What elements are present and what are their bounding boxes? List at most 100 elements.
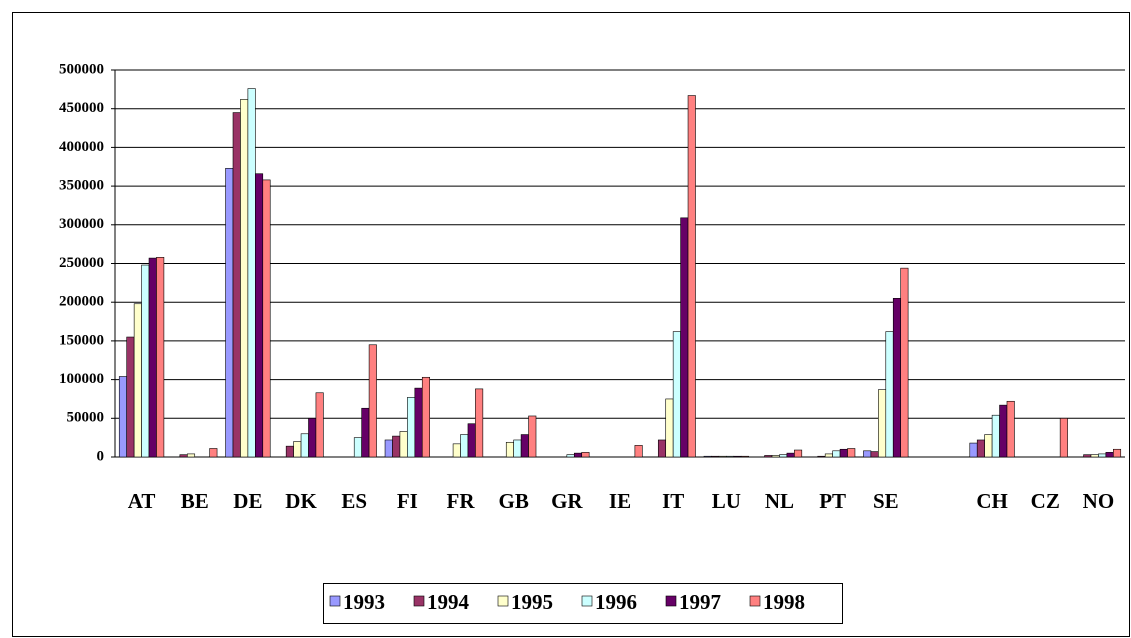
bar <box>460 434 469 458</box>
bar <box>520 434 529 458</box>
y-tick-label: 350000 <box>59 178 104 194</box>
bar <box>581 452 590 458</box>
x-tick-label: IE <box>609 489 631 513</box>
bar <box>779 454 788 458</box>
bar <box>315 392 324 458</box>
bar <box>285 445 294 458</box>
x-tick-label: GR <box>551 489 583 513</box>
bar <box>293 441 302 458</box>
bar <box>657 439 667 458</box>
bar <box>300 433 309 458</box>
bar <box>726 455 735 458</box>
x-tick-label: FR <box>447 489 476 513</box>
bar <box>247 88 256 458</box>
bar <box>255 173 264 458</box>
chart-frame <box>12 12 1130 637</box>
bar <box>634 445 643 458</box>
bar <box>513 439 522 458</box>
y-tick-label: 300000 <box>59 216 104 232</box>
bar <box>984 434 993 458</box>
bar <box>528 415 537 458</box>
bar <box>771 455 780 458</box>
bar <box>225 167 234 458</box>
x-tick-label: DK <box>285 489 317 513</box>
bar <box>863 450 872 458</box>
bar <box>832 450 841 458</box>
bar <box>764 455 773 458</box>
bar <box>839 448 848 458</box>
bar <box>1083 454 1092 458</box>
legend-label: 1994 <box>427 590 470 614</box>
bar <box>186 453 196 458</box>
legend-label: 1993 <box>343 590 385 614</box>
bar <box>368 344 377 458</box>
bar <box>1006 400 1015 458</box>
bar <box>209 448 218 458</box>
legend-swatch <box>329 595 341 607</box>
bar <box>1113 448 1122 458</box>
bar <box>900 267 909 458</box>
bar <box>126 336 135 458</box>
legend-swatch <box>749 595 761 607</box>
bar <box>976 439 985 458</box>
bar <box>665 398 674 458</box>
x-tick-label: BE <box>181 489 209 513</box>
legend-swatch <box>665 595 677 607</box>
x-tick-label: DE <box>233 489 262 513</box>
bar <box>1090 454 1099 458</box>
bar <box>786 452 795 458</box>
bar <box>991 414 1000 458</box>
y-tick-label: 250000 <box>59 255 104 271</box>
bar <box>1098 453 1107 458</box>
bar <box>384 439 393 458</box>
x-tick-label: LU <box>712 489 741 513</box>
y-tick-label: 200000 <box>59 294 104 310</box>
bar <box>870 451 879 458</box>
y-tick-label: 150000 <box>59 332 104 348</box>
legend-swatch <box>581 595 593 607</box>
y-tick-label: 50000 <box>67 410 105 426</box>
bar <box>118 376 127 458</box>
bar <box>824 453 833 458</box>
bar <box>969 442 978 458</box>
bar <box>892 298 901 458</box>
legend-label: 1998 <box>763 590 805 614</box>
bar <box>467 423 476 458</box>
bar <box>687 95 696 458</box>
bar <box>353 437 362 458</box>
bar <box>141 264 150 458</box>
bar <box>148 257 157 458</box>
bar <box>740 455 749 458</box>
legend-swatch <box>497 595 509 607</box>
x-tick-label: SE <box>873 489 899 513</box>
bar <box>414 387 423 458</box>
bar <box>733 455 742 458</box>
bar <box>999 404 1008 458</box>
bar <box>1105 452 1114 458</box>
bar <box>392 435 401 458</box>
bar <box>718 455 727 458</box>
bar <box>475 388 484 458</box>
legend-label: 1995 <box>511 590 553 614</box>
y-tick-label: 400000 <box>59 139 104 155</box>
legend-label: 1997 <box>679 590 721 614</box>
bar <box>232 112 241 458</box>
bar <box>566 454 575 458</box>
x-tick-label: IT <box>662 489 684 513</box>
bar <box>308 417 317 458</box>
bar <box>505 441 514 458</box>
bar <box>711 455 720 458</box>
bar <box>817 455 826 458</box>
legend-label: 1996 <box>595 590 637 614</box>
bar <box>573 452 583 458</box>
x-tick-label: FI <box>397 489 418 513</box>
bar <box>1059 417 1068 458</box>
x-tick-label: ES <box>341 489 367 513</box>
bar <box>133 303 142 458</box>
bar <box>156 257 165 458</box>
bar <box>703 455 712 458</box>
bar <box>361 407 370 458</box>
x-tick-label: AT <box>128 489 156 513</box>
y-tick-label: 450000 <box>59 100 104 116</box>
